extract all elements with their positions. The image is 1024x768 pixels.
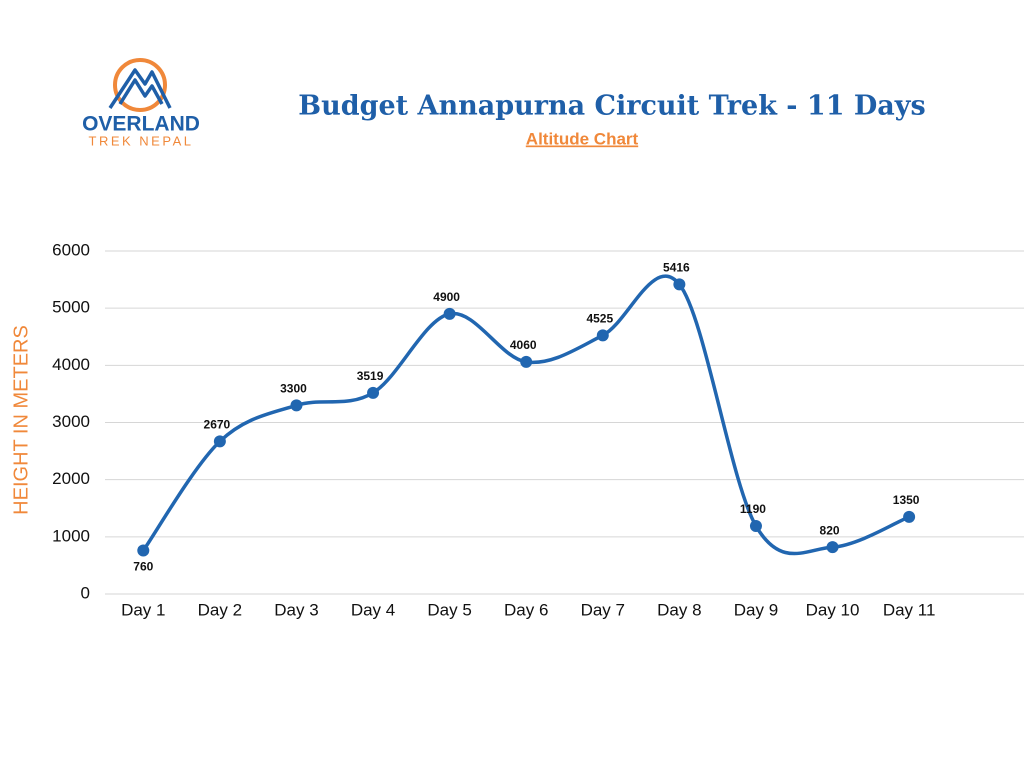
value-label: 4525 [586, 311, 613, 325]
logo-name: OVERLAND [82, 113, 200, 136]
value-label: 4060 [510, 338, 537, 352]
y-tick-label: 1000 [52, 526, 90, 545]
value-label: 760 [133, 560, 153, 574]
chart-title: Budget Annapurna Circuit Trek - 11 Days [298, 91, 925, 122]
y-tick-label: 0 [81, 583, 90, 602]
x-tick-label: Day 11 [883, 600, 936, 619]
point [213, 435, 226, 448]
y-tick-label: 6000 [52, 240, 90, 259]
chart-subtitle: Altitude Chart [526, 129, 639, 148]
x-tick-label: Day 5 [427, 600, 471, 619]
x-tick-label: Day 9 [734, 600, 778, 619]
x-tick-label: Day 10 [806, 600, 860, 619]
value-label: 820 [820, 523, 840, 537]
x-tick-label: Day 8 [657, 600, 701, 619]
line [141, 274, 910, 556]
value-label: 3519 [357, 369, 384, 383]
y-tick-label: 5000 [52, 298, 90, 317]
value-label: 4900 [433, 290, 460, 304]
y-axis-label: HEIGHT IN METERS [10, 325, 32, 515]
x-tick-label: Day 1 [121, 600, 165, 619]
x-tick-label: Day 6 [504, 600, 548, 619]
value-label: 3300 [280, 382, 307, 396]
point [673, 278, 686, 291]
point [749, 519, 762, 532]
point [903, 510, 916, 523]
value-label: 2670 [204, 418, 231, 432]
logo-ring [113, 58, 167, 112]
logo-mountains [108, 68, 172, 109]
point [826, 541, 839, 554]
point [137, 544, 150, 557]
point [443, 307, 456, 320]
value-label: 1190 [740, 502, 766, 516]
logo: OVERLAND TREK NEPAL [82, 58, 200, 148]
point [367, 386, 380, 399]
x-tick-label: Day 7 [581, 600, 625, 619]
x-tick-label: Day 3 [274, 600, 318, 619]
y-tick-label: 2000 [52, 469, 90, 488]
point [290, 399, 303, 412]
logo-tagline: TREK NEPAL [89, 133, 194, 148]
y-tick-label: 4000 [52, 355, 90, 374]
x-tick-label: Day 4 [351, 600, 395, 619]
x-tick-label: Day 2 [198, 600, 242, 619]
point [520, 355, 533, 368]
value-label: 5416 [663, 261, 690, 275]
value-label: 1350 [893, 493, 920, 507]
point [596, 329, 609, 342]
y-tick-label: 3000 [52, 412, 90, 431]
